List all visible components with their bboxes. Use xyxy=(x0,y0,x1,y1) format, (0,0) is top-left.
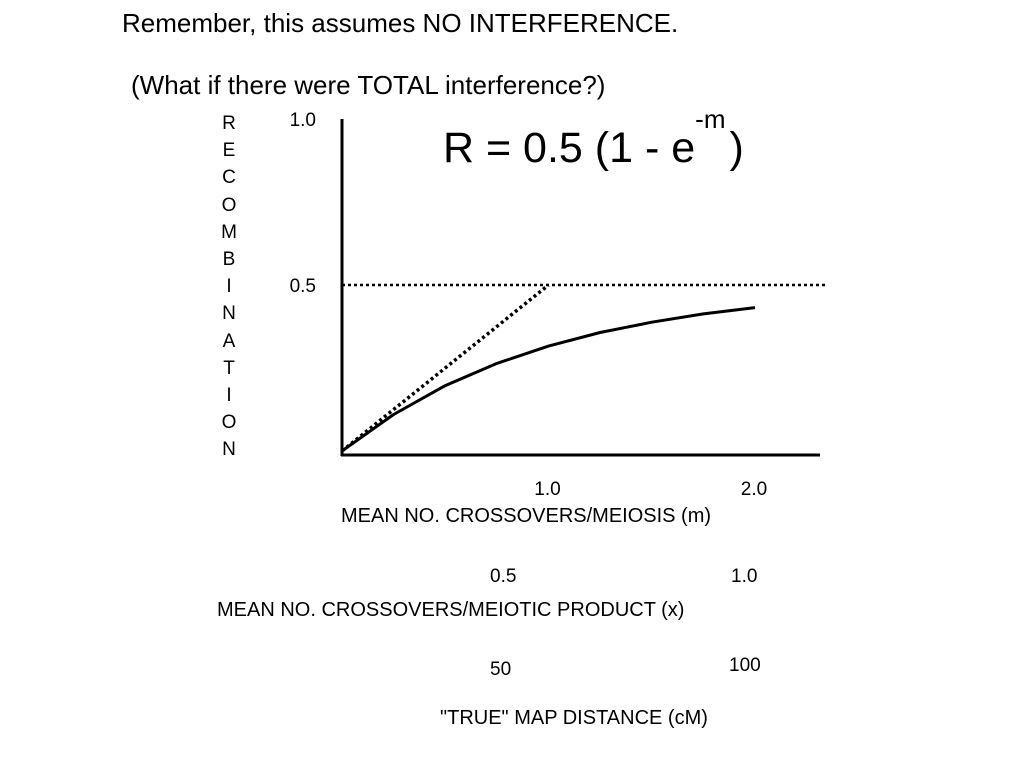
series-curve xyxy=(342,308,755,451)
y-tick-label: 0.5 xyxy=(290,276,316,297)
x-tick-label-map-distance-1: 100 xyxy=(729,655,761,677)
series-no-interference-line xyxy=(342,285,549,451)
meiotic-product-axis-label: MEAN NO. CROSSOVERS/MEIOTIC PRODUCT (x) xyxy=(217,599,684,622)
x-tick-label-map-distance-0: 50 xyxy=(490,659,511,681)
x-tick-label: 2.0 xyxy=(741,479,767,500)
x-tick-label: 1.0 xyxy=(534,479,560,500)
map-distance-axis-label: "TRUE" MAP DISTANCE (cM) xyxy=(440,707,708,730)
x-tick-label-meiotic-product-1: 1.0 xyxy=(731,566,757,588)
y-tick-label: 1.0 xyxy=(290,110,316,131)
x-axis-label: MEAN NO. CROSSOVERS/MEIOSIS (m) xyxy=(341,505,711,528)
x-tick-label-meiotic-product-0: 0.5 xyxy=(490,566,516,588)
